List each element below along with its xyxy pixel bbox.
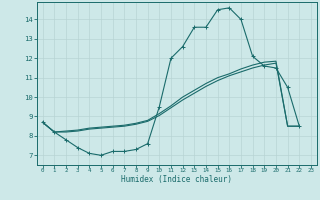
X-axis label: Humidex (Indice chaleur): Humidex (Indice chaleur) [121,175,232,184]
